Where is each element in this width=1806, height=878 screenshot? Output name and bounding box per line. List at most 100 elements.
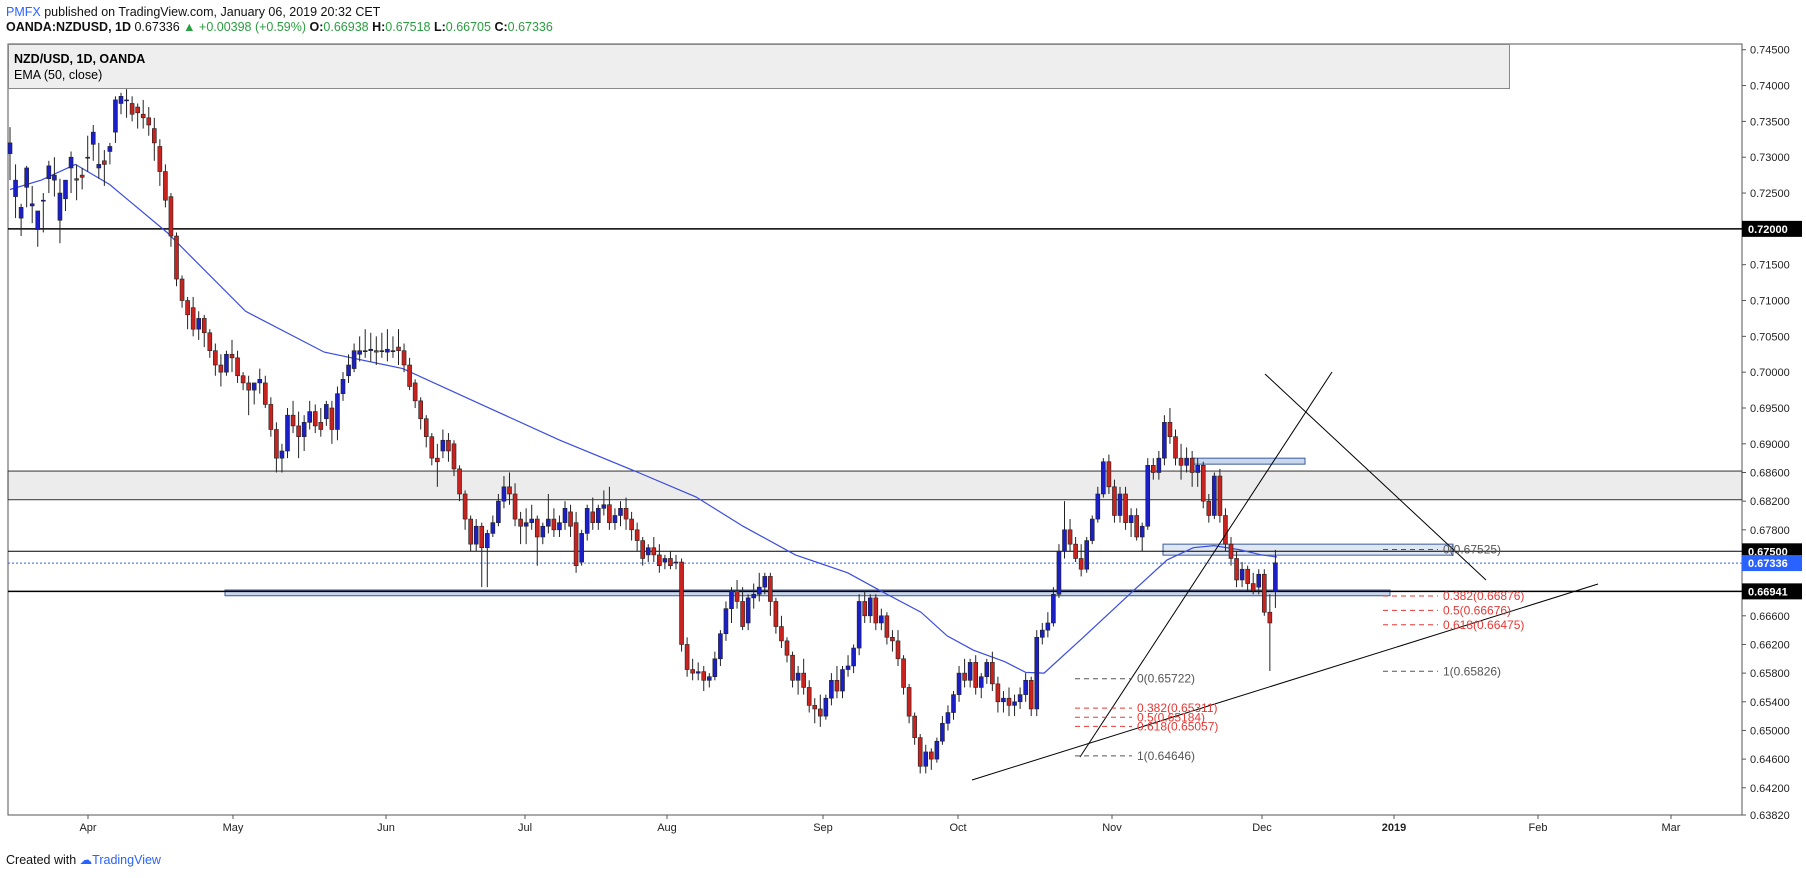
candle	[307, 411, 313, 423]
candle	[129, 103, 135, 115]
candle	[845, 665, 851, 670]
plot-frame	[7, 43, 1743, 816]
candle	[1012, 701, 1017, 706]
candle	[806, 687, 812, 706]
candle	[1267, 611, 1273, 624]
candle	[584, 508, 590, 534]
fib-lower-label: 1(0.64646)	[1137, 749, 1195, 763]
y-tick-label: 0.71000	[1750, 296, 1790, 308]
candle	[906, 687, 912, 717]
fib-upper-label: 0(0.67525)	[1443, 543, 1501, 557]
candle	[1117, 493, 1123, 516]
candle	[152, 128, 157, 144]
dec-high-zone	[1191, 457, 1306, 465]
price-chart[interactable]: Apr May Jun Jul Aug Sep Oct Nov Dec 2019 Feb Mar 0.7…	[0, 0, 1806, 842]
candle	[174, 235, 179, 280]
candle	[662, 558, 668, 563]
legend-indicator: EMA (50, close)	[14, 68, 103, 82]
candle	[18, 207, 24, 219]
candle	[312, 411, 318, 427]
candle	[90, 131, 96, 145]
candle	[324, 404, 329, 420]
candle	[13, 179, 18, 197]
candle	[607, 504, 612, 523]
candle	[1250, 583, 1256, 592]
candle	[496, 500, 501, 523]
candle	[562, 508, 568, 523]
candle	[1262, 573, 1267, 613]
candle	[629, 518, 634, 531]
y-tick-label: 0.65800	[1750, 668, 1790, 680]
candle	[651, 547, 657, 556]
x-tick-label: 2019	[1382, 822, 1406, 834]
candle	[812, 705, 818, 710]
candle	[396, 346, 401, 351]
candle	[407, 364, 412, 387]
candle	[879, 615, 884, 624]
candle	[1089, 518, 1095, 541]
y-tick-label: 0.66200	[1750, 639, 1790, 651]
candle	[35, 210, 41, 230]
fib-lower-label: 0(0.65722)	[1137, 672, 1195, 686]
candle	[673, 561, 679, 564]
candle	[240, 375, 246, 384]
candle	[357, 350, 362, 355]
candle	[734, 590, 740, 602]
open-label: O:	[309, 20, 324, 34]
candle	[107, 146, 113, 152]
candle	[7, 142, 13, 154]
candle	[956, 672, 962, 695]
candle	[657, 554, 662, 566]
candle	[690, 669, 695, 674]
candle	[790, 654, 795, 681]
candle	[462, 493, 468, 520]
candle	[740, 601, 745, 627]
candle	[140, 113, 146, 119]
candle	[296, 425, 301, 437]
publisher-name[interactable]: PMFX	[6, 5, 41, 19]
candle	[1184, 457, 1189, 466]
candle	[1101, 461, 1106, 495]
candle	[540, 525, 546, 538]
candle	[1139, 525, 1145, 538]
support-zone	[224, 589, 1391, 597]
candle	[1023, 679, 1028, 695]
candle	[379, 350, 385, 352]
candle	[990, 662, 995, 685]
candle	[762, 576, 768, 588]
candle	[1206, 500, 1212, 516]
candle	[362, 350, 368, 352]
candle	[1006, 697, 1012, 706]
x-tick-label: Nov	[1102, 822, 1122, 834]
candle	[468, 518, 473, 545]
symbol-label: OANDA:NZDUSD, 1D	[6, 20, 131, 34]
high-label: H:	[372, 20, 386, 34]
candle	[24, 167, 29, 188]
last-price: 0.67336	[134, 20, 180, 34]
candle	[1056, 551, 1062, 595]
x-tick-label: May	[223, 822, 244, 834]
candle	[523, 522, 529, 527]
y-tick-label: 0.72500	[1750, 188, 1790, 200]
candle	[701, 671, 707, 681]
candle	[634, 529, 640, 541]
candle	[401, 350, 407, 366]
candle	[235, 357, 240, 377]
candle	[268, 404, 274, 430]
candle	[851, 647, 856, 667]
y-tick-label: 0.67800	[1750, 525, 1790, 537]
candle	[551, 518, 557, 531]
candle	[185, 300, 190, 316]
y-tick-label: 0.68600	[1750, 467, 1790, 479]
x-tick-label: Mar	[1662, 822, 1681, 834]
candle	[612, 515, 618, 523]
candle	[779, 626, 784, 642]
candle	[490, 522, 496, 534]
candle	[829, 679, 834, 699]
candle	[884, 615, 890, 638]
footer-brand[interactable]: TradingView	[92, 853, 161, 867]
candle	[751, 594, 757, 599]
candle	[934, 740, 940, 760]
candle	[978, 676, 984, 688]
candle	[446, 439, 451, 452]
